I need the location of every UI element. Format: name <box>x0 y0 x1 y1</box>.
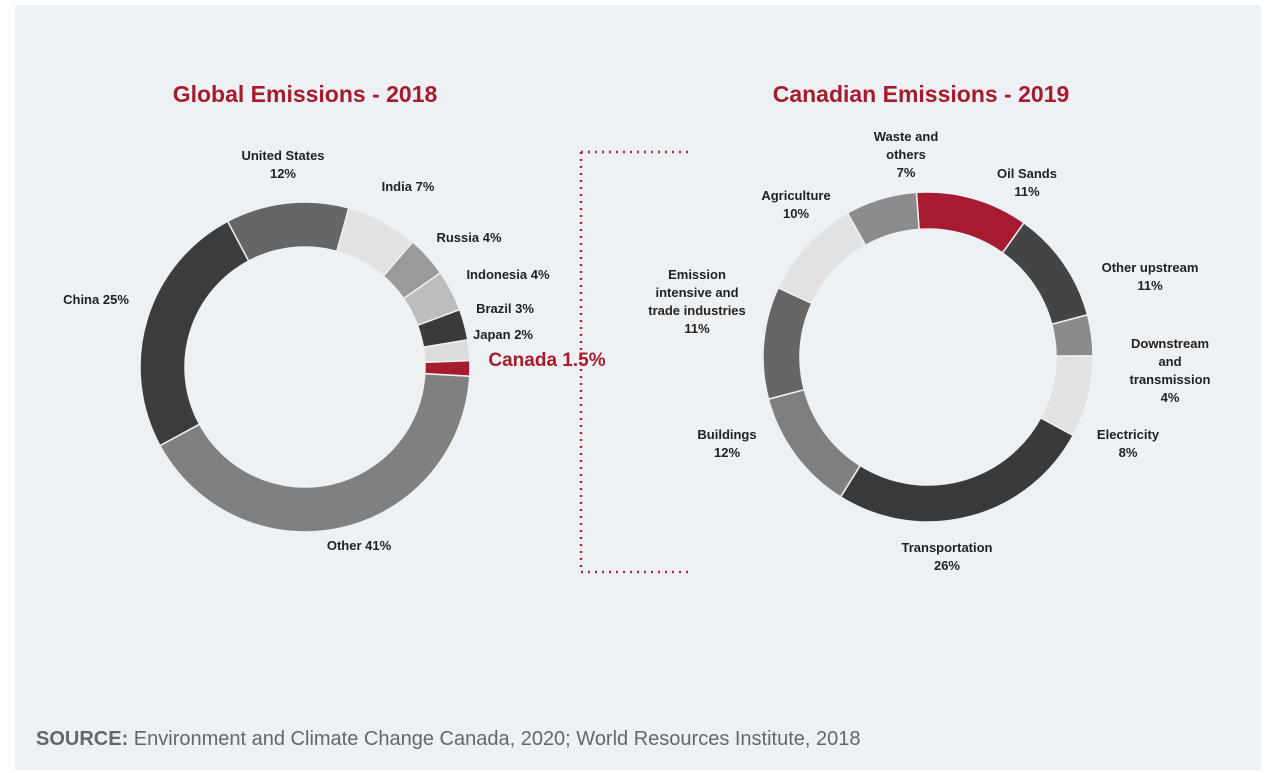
donut-segment <box>839 416 1075 523</box>
donut-segment <box>767 388 862 498</box>
category-label: Downstream and transmission <box>1129 336 1211 387</box>
segment-label: India 7% <box>382 178 435 196</box>
segment-label: Japan 2% <box>473 326 533 344</box>
value-label: 11% <box>1014 184 1040 199</box>
segment-label: Electricity 8% <box>1097 426 1159 462</box>
donut-segment <box>777 211 867 305</box>
value-label: 3% <box>515 301 534 316</box>
segment-label: Downstream and transmission 4% <box>1121 335 1219 407</box>
value-label: 10% <box>782 206 810 221</box>
donut-segment <box>158 372 471 533</box>
value-label: 11% <box>1137 278 1163 293</box>
segment-label: Agriculture 10% <box>761 187 830 223</box>
value-label: 7% <box>896 165 916 180</box>
source-label: SOURCE: <box>36 728 129 750</box>
source-text: Environment and Climate Change Canada, 2… <box>133 728 861 750</box>
donut-segment <box>915 191 1026 254</box>
segment-label: Indonesia 4% <box>466 266 549 284</box>
segment-label: Brazil 3% <box>476 300 534 318</box>
category-label: United States <box>241 148 325 163</box>
value-label: 4% <box>1160 390 1180 405</box>
donut-segment <box>139 220 250 447</box>
chart-title: Global Emissions - 2018 <box>172 81 438 107</box>
segment-label: Emission intensive and trade industries 1… <box>648 266 746 338</box>
source: SOURCE: Environment and Climate Change C… <box>36 728 861 751</box>
donut-segment <box>226 201 350 263</box>
category-label: Japan <box>473 327 511 342</box>
value-label: 41% <box>365 538 392 553</box>
category-label: Agriculture <box>761 188 831 203</box>
value-label: 12% <box>269 166 297 181</box>
category-label: India <box>381 179 412 194</box>
value-label: 26% <box>933 558 961 573</box>
category-label: Emission intensive and trade industries <box>648 267 746 318</box>
value-label: 2% <box>514 327 533 342</box>
value-label: 7% <box>415 179 435 194</box>
segment-label: Waste and others 7% <box>874 128 939 182</box>
category-label: Oil Sands <box>997 166 1057 181</box>
donut-segment <box>846 191 920 247</box>
category-label: Transportation <box>901 540 993 555</box>
segment-label: Russia 4% <box>436 229 501 247</box>
category-label: Brazil <box>476 301 512 316</box>
category-label: Russia <box>436 230 480 245</box>
value-label: 8% <box>1118 445 1138 460</box>
category-label: Buildings <box>697 427 757 442</box>
value-label: 1.5% <box>562 350 606 371</box>
segment-label: Oil Sands 11% <box>997 165 1057 201</box>
category-label: China <box>63 292 100 307</box>
category-label: Electricity <box>1096 427 1160 442</box>
value-label: 25% <box>102 292 129 307</box>
segment-label: Canada 1.5% <box>488 350 606 371</box>
donut-segment <box>762 286 813 401</box>
category-label: Waste and others <box>873 129 939 162</box>
segment-label: Other upstream 11% <box>1102 259 1199 295</box>
value-label: 4% <box>530 267 550 282</box>
value-label: 4% <box>482 230 502 245</box>
category-label: Other <box>326 538 362 553</box>
chart-title: Canadian Emissions - 2019 <box>772 81 1070 107</box>
segment-label: Transportation 26% <box>901 539 992 575</box>
segment-label: China 25% <box>63 291 129 309</box>
segment-label: United States 12% <box>241 147 324 183</box>
category-label: Canada <box>488 350 558 371</box>
category-label: Indonesia <box>466 267 528 282</box>
connector <box>579 150 693 574</box>
value-label: 12% <box>713 445 741 460</box>
value-label: 11% <box>684 321 710 336</box>
segment-label: Other 41% <box>327 537 391 555</box>
category-label: Other upstream <box>1101 260 1199 275</box>
donut-segment <box>1001 221 1089 326</box>
segment-label: Buildings 12% <box>697 426 756 462</box>
